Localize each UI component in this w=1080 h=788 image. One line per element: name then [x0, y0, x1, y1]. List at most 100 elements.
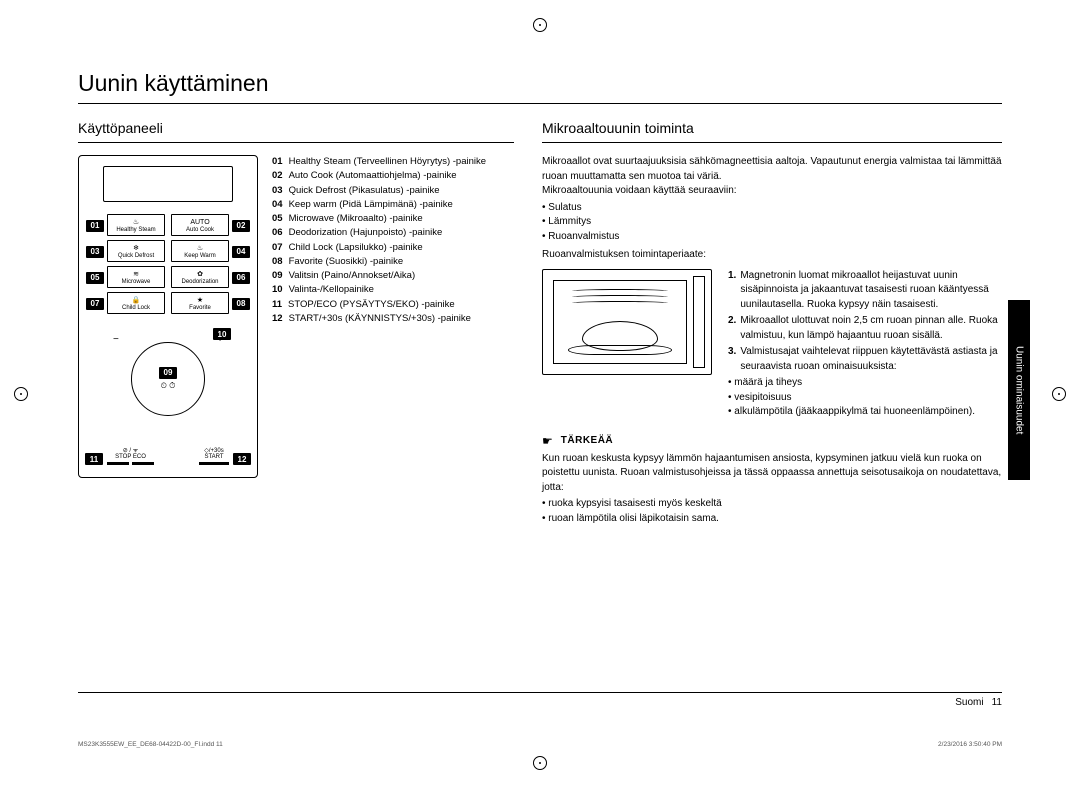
display-screen: [103, 166, 233, 202]
favorite-icon: ★: [197, 297, 203, 304]
principle-subitem: määrä ja tiheys: [728, 376, 1002, 391]
principle-subitem: alkulämpötila (jääkaappikylmä tai huonee…: [728, 405, 1002, 420]
btn-label: Child Lock: [122, 305, 150, 311]
legend-item: 05Microwave (Mikroaalto) -painike: [272, 212, 514, 226]
important-bullet: ruoan lämpötila olisi läpikotaisin sama.: [542, 512, 1002, 527]
mw-door: [693, 276, 705, 368]
legend-item: 12 START/+30s (KÄYNNISTYS/+30s) -painike: [272, 312, 514, 326]
legend-text: STOP/ECO (PYSÄYTYS/EKO) -painike: [288, 298, 455, 312]
legend-num: 07: [272, 241, 283, 255]
legend-item: 11STOP/ECO (PYSÄYTYS/EKO) -painike: [272, 298, 514, 312]
principle-num: 1.: [728, 269, 736, 313]
footer-language: Suomi: [955, 697, 983, 708]
legend-text: Valitsin (Paino/Annokset/Aika): [289, 269, 416, 283]
legend-text: Quick Defrost (Pikasulatus) -painike: [289, 184, 440, 198]
legend-item: 01Healthy Steam (Terveellinen Höyrytys) …: [272, 155, 514, 169]
child-lock-button: 07 🔒 Child Lock: [107, 292, 165, 314]
dial-inner-icons: ⏲ ⏱: [161, 381, 176, 390]
title-rule: [78, 103, 1002, 104]
sub-rule: [78, 142, 514, 143]
control-panel-heading: Käyttöpaneeli: [78, 120, 514, 136]
microwave-button: 05 ≋ Microwave: [107, 266, 165, 288]
legend-num: 02: [272, 169, 283, 183]
microwave-icon: ≋: [133, 271, 139, 278]
btn-label: Healthy Steam: [116, 227, 155, 233]
principle-sublist: määrä ja tiheysvesipitoisuusalkulämpötil…: [728, 376, 1002, 420]
left-column: Käyttöpaneeli 01 ♨ Healthy Steam 02: [78, 120, 514, 530]
legend-item: 02 Auto Cook (Automaattiohjelma) -painike: [272, 169, 514, 183]
stop-eco-button: ⊘ / ᯤ STOP ECO: [107, 446, 154, 465]
callout-08: 08: [232, 298, 250, 310]
start-icon: ◇/+30s: [204, 447, 223, 454]
principle-item: 2.Mikroaallot ulottuvat noin 2,5 cm ruoa…: [728, 314, 1002, 343]
print-date: 2/23/2016 3:50:40 PM: [938, 741, 1002, 748]
lock-icon: 🔒: [132, 297, 141, 304]
minus-icon: −: [113, 334, 119, 345]
callout-07: 07: [86, 298, 104, 310]
legend-text: Healthy Steam (Terveellinen Höyrytys) -p…: [289, 155, 486, 169]
callout-03: 03: [86, 246, 104, 258]
important-bullet: ruoka kypsyisi tasaisesti myös keskeltä: [542, 497, 1002, 512]
btn-label: Microwave: [122, 279, 151, 285]
button-grid: 01 ♨ Healthy Steam 02 AUTO Auto Cook 03: [107, 214, 229, 314]
legend-num: 06: [272, 226, 283, 240]
intro-text: Mikroaallot ovat suurtaajuuksisia sähköm…: [542, 155, 1002, 184]
legend-item: 07 Child Lock (Lapsilukko) -painike: [272, 241, 514, 255]
legend-text: Child Lock (Lapsilukko) -painike: [289, 241, 423, 255]
btn-label: Deodorization: [181, 279, 218, 285]
auto-cook-button: 02 AUTO Auto Cook: [171, 214, 229, 236]
legend-item: 08 Favorite (Suosikki) -painike: [272, 255, 514, 269]
legend-item: 04Keep warm (Pidä Lämpimänä) -painike: [272, 198, 514, 212]
legend-item: 06 Deodorization (Hajunpoisto) -painike: [272, 226, 514, 240]
important-text: Kun ruoan keskusta kypsyy lämmön hajaant…: [542, 452, 1002, 496]
crop-mark: [533, 18, 547, 32]
print-file: MS23K3555EW_EE_DE68-04422D-00_FI.indd 11: [78, 741, 223, 748]
legend-text: Auto Cook (Automaattiohjelma) -painike: [289, 169, 457, 183]
button-legend: 01Healthy Steam (Terveellinen Höyrytys) …: [272, 155, 514, 478]
right-column: Mikroaaltouunin toiminta Mikroaallot ova…: [542, 120, 1002, 530]
selector-dial: 09 ⏲ ⏱: [131, 342, 205, 416]
deodorization-button: 06 ✿ Deodorization: [171, 266, 229, 288]
microwave-diagram: [542, 269, 712, 375]
crop-mark: [1052, 387, 1066, 401]
callout-11: 11: [85, 453, 103, 465]
crop-mark: [14, 387, 28, 401]
pointing-hand-icon: ☛: [542, 434, 553, 448]
sub-rule: [542, 142, 1002, 143]
uses-list: SulatusLämmitysRuoanvalmistus: [542, 201, 1002, 245]
side-tab: Uunin ominaisuudet: [1008, 300, 1030, 480]
callout-02: 02: [232, 220, 250, 232]
legend-text: Favorite (Suosikki) -painike: [289, 255, 404, 269]
legend-text: Microwave (Mikroaalto) -painike: [289, 212, 423, 226]
btn-label: Keep Warm: [184, 253, 215, 259]
legend-num: 08: [272, 255, 283, 269]
principle-num: 3.: [728, 345, 736, 374]
btn-label: Quick Defrost: [118, 253, 154, 259]
dial-area: − + 10 09 ⏲ ⏱: [107, 328, 229, 438]
legend-num: 12: [272, 312, 283, 326]
keep-warm-button: 04 ♨ Keep Warm: [171, 240, 229, 262]
operation-heading: Mikroaaltouunin toiminta: [542, 120, 1002, 136]
start-button: ◇/+30s START: [199, 447, 229, 465]
legend-text: START/+30s (KÄYNNISTYS/+30s) -painike: [289, 312, 471, 326]
legend-text: Deodorization (Hajunpoisto) -painike: [289, 226, 443, 240]
principle-subitem: vesipitoisuus: [728, 391, 1002, 406]
btn-label: Auto Cook: [186, 227, 214, 233]
uses-item: Lämmitys: [542, 215, 1002, 230]
btn-label: Favorite: [189, 305, 211, 311]
auto-icon: AUTO: [190, 219, 209, 226]
crop-mark: [533, 756, 547, 770]
steam-icon: ♨: [133, 219, 139, 226]
defrost-icon: ❄: [133, 245, 139, 252]
principle-text: Magnetronin luomat mikroaallot heijastuv…: [740, 269, 1002, 313]
uses-intro: Mikroaaltouunia voidaan käyttää seuraavi…: [542, 184, 1002, 199]
important-bullets: ruoka kypsyisi tasaisesti myös keskeltär…: [542, 497, 1002, 526]
principle-num: 2.: [728, 314, 736, 343]
bottom-buttons: 11 ⊘ / ᯤ STOP ECO ◇/+30s START: [107, 446, 229, 465]
quick-defrost-button: 03 ❄ Quick Defrost: [107, 240, 165, 262]
legend-num: 09: [272, 269, 283, 283]
favorite-button: 08 ★ Favorite: [171, 292, 229, 314]
legend-num: 04: [272, 198, 283, 212]
legend-item: 10Valinta-/Kellopainike: [272, 283, 514, 297]
principle-item: 1.Magnetronin luomat mikroaallot heijast…: [728, 269, 1002, 313]
